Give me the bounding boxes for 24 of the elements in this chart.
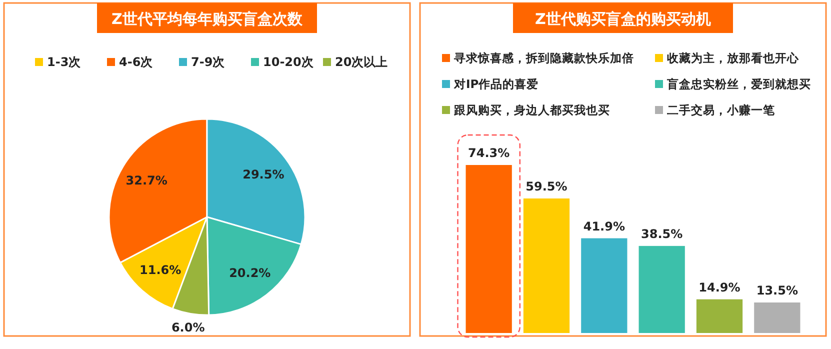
data-label: 6.0% [171, 320, 205, 334]
legend-label: 20次以上 [335, 55, 388, 69]
legend-label: 寻求惊喜感，拆到隐藏款快乐加倍 [453, 51, 634, 65]
legend-label: 跟风购买，身边人都买我也买 [453, 103, 610, 117]
data-label: 41.9% [583, 219, 625, 234]
legend-label: 10-20次 [263, 55, 314, 69]
data-label: 11.6% [140, 262, 182, 277]
chart-title: Z世代购买盲盒的购买动机 [535, 10, 711, 28]
data-label: 38.5% [641, 226, 683, 241]
legend-label: 收藏为主，放那看也开心 [667, 51, 800, 65]
legend-label: 4-6次 [119, 55, 154, 69]
data-label: 20.2% [229, 266, 271, 280]
legend-label: 对IP作品的喜爱 [453, 77, 539, 91]
data-label: 29.5% [242, 168, 284, 182]
legend-label: 盲盒忠实粉丝，爱到就想买 [666, 77, 811, 91]
legend-label: 二手交易，小赚一笔 [667, 103, 776, 117]
data-label: 32.7% [126, 174, 168, 188]
legend-label: 7-9次 [191, 55, 226, 69]
legend-label: 1-3次 [47, 55, 82, 69]
data-label: 74.3% [468, 146, 510, 160]
chart-title: Z世代平均每年购买盲盒次数 [112, 10, 304, 28]
data-label: 14.9% [698, 280, 740, 294]
data-label: 13.5% [756, 283, 798, 298]
data-label: 59.5% [526, 179, 568, 194]
